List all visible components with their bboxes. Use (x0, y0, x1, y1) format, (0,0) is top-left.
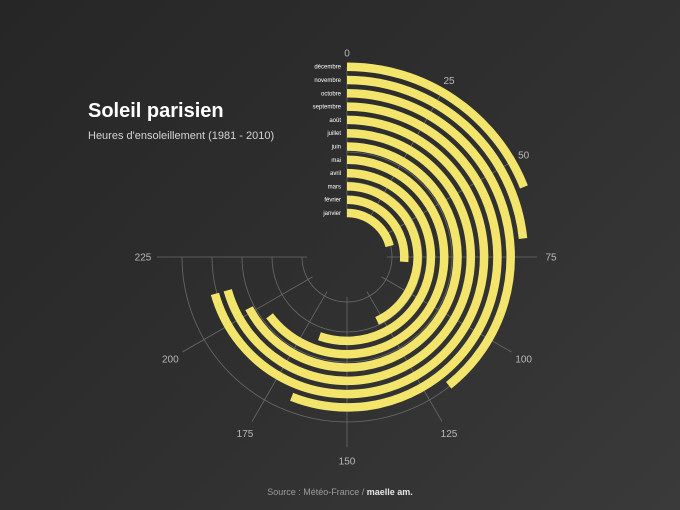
source-author: maelle am. (366, 487, 413, 497)
bar-mars (346, 182, 422, 325)
month-label: novembre (314, 78, 341, 84)
chart-tick-labels: 0 25 50 75 100 125 150 175 200 225 (135, 49, 557, 468)
chart-source: Source : Météo-France / maelle am. (0, 487, 680, 497)
tick-label: 125 (441, 429, 458, 440)
chart-month-labels: janvier février mars avril mai juin juillet aoû… (313, 65, 342, 217)
month-label: juillet (326, 131, 341, 137)
month-label: juin (331, 145, 341, 151)
bar-septembre (290, 102, 502, 412)
tick-label: 150 (339, 457, 356, 468)
chart-title: Soleil parisien (88, 100, 224, 122)
month-label: octobre (321, 91, 342, 97)
tick-label: 50 (518, 151, 530, 162)
tick-label: 100 (515, 355, 532, 366)
tick-label: 200 (162, 355, 179, 366)
grid-spoke (251, 291, 328, 422)
bar-novembre (346, 75, 528, 239)
tick-label: 75 (545, 253, 557, 264)
bar-février (346, 195, 409, 263)
grid-spoke (366, 291, 443, 422)
bar-juillet (223, 128, 476, 385)
tick-label: 225 (135, 253, 152, 264)
bar-octobre (346, 89, 515, 389)
chart-subtitle: Heures d'ensoleillement (1981 - 2010) (88, 130, 275, 142)
month-label: décembre (314, 65, 341, 71)
chart-bars (210, 62, 528, 412)
bar-août (210, 115, 489, 399)
month-label: mars (328, 184, 341, 190)
source-prefix: Source : Météo-France / (267, 487, 367, 497)
bar-mai (266, 155, 449, 359)
month-label: avril (330, 171, 341, 177)
bar-avril (318, 168, 436, 346)
month-label: janvier (322, 211, 341, 217)
grid-spoke (182, 276, 313, 353)
grid-circle (241, 151, 453, 363)
tick-label: 175 (237, 429, 254, 440)
tick-label: 25 (443, 76, 455, 87)
month-label: septembre (313, 105, 342, 111)
month-label: février (324, 198, 341, 204)
month-label: août (329, 118, 341, 124)
tick-label: 0 (344, 49, 350, 60)
bar-décembre (346, 62, 528, 189)
month-label: mai (331, 158, 341, 164)
bar-juin (245, 142, 462, 372)
bar-janvier (346, 208, 394, 248)
